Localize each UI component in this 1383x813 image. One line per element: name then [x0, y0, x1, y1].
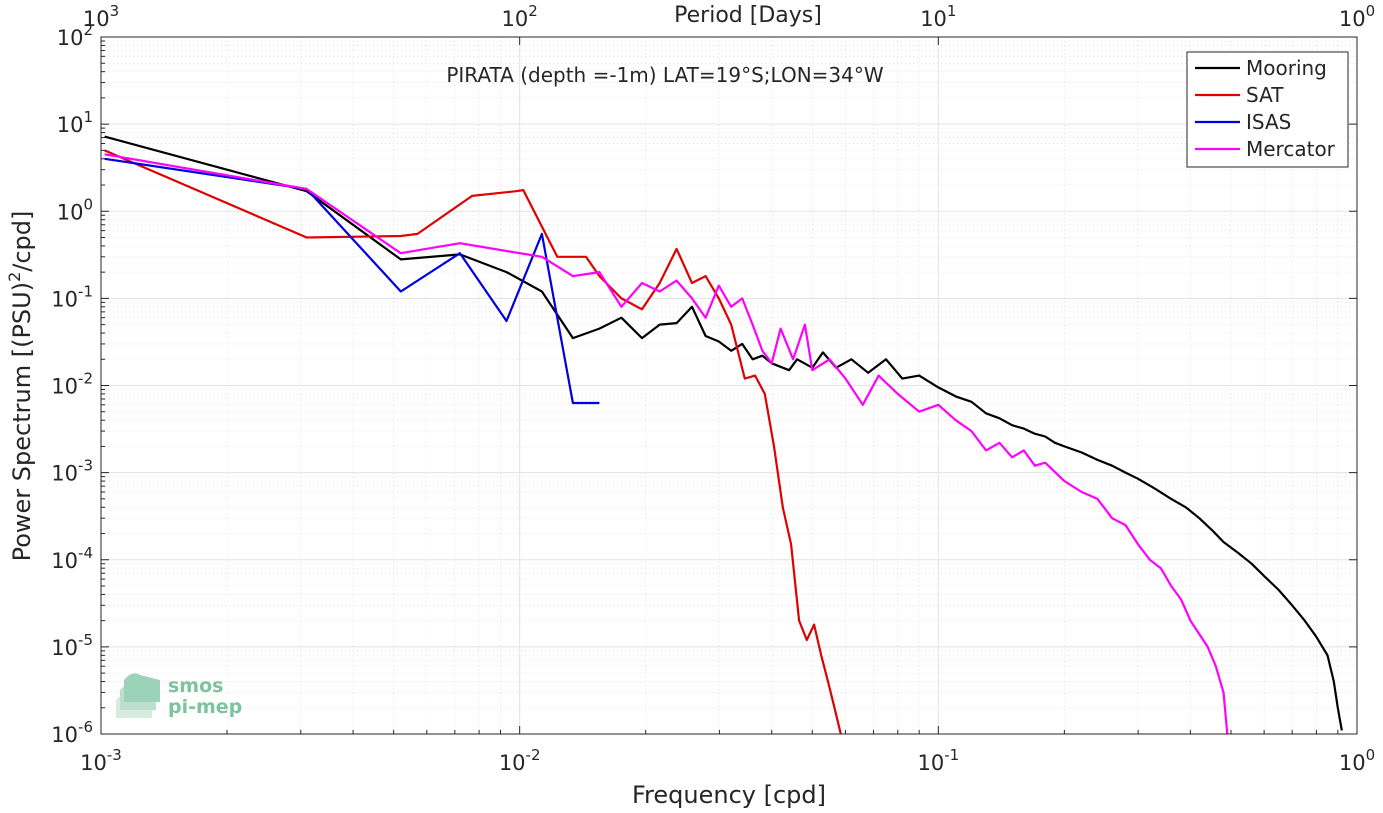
y-axis-label-sup: 2: [5, 272, 24, 282]
y-tick-label-base: 10: [51, 549, 78, 573]
top-tick-label: 101: [920, 2, 956, 31]
x-tick-label: 10-2: [499, 746, 541, 775]
x-tick-label-exp: -1: [944, 746, 959, 764]
legend-items: Mooring SAT ISAS Mercator: [1195, 56, 1336, 161]
y-tick-label-exp: -4: [78, 544, 93, 562]
legend-box: [1186, 51, 1349, 168]
top-tick-label-base: 10: [920, 7, 947, 31]
y-axis-label: Power Spectrum [(PSU)2/cpd]: [5, 211, 36, 562]
chart-title: PIRATA (depth =-1m) LAT=19°S;LON=34°W: [446, 63, 884, 87]
series-line-mercator: [104, 153, 1229, 735]
legend-label-isas: ISAS: [1246, 110, 1291, 134]
ticks-layer: [100, 36, 1358, 735]
y-tick-label-base: 10: [51, 636, 78, 660]
y-axis-label-main: Power Spectrum [(PSU): [8, 282, 36, 561]
y-tick-label-exp: -2: [78, 370, 93, 388]
x-tick-label-base: 10: [917, 751, 944, 775]
x-tick-label: 10-3: [80, 746, 122, 775]
series-layer: [104, 135, 1343, 735]
y-tick-label-exp: 1: [83, 108, 93, 126]
top-axis-label: Period [Days]: [674, 3, 822, 28]
y-tick-label: 10-5: [51, 631, 93, 660]
x-axis-label: Frequency [cpd]: [632, 781, 826, 809]
top-tick-label-exp: 3: [110, 2, 120, 20]
logo-waves-icon: [116, 673, 160, 718]
series-line-sat: [104, 149, 842, 735]
y-tick-label-base: 10: [51, 462, 78, 486]
x-tick-label-exp: -2: [526, 746, 541, 764]
y-tick-label-base: 10: [51, 375, 78, 399]
legend: Mooring SAT ISAS Mercator: [1186, 51, 1349, 168]
top-tick-label-exp: 1: [947, 2, 957, 20]
y-axis-label-end: /cpd]: [8, 211, 36, 272]
y-tick-label: 10-2: [51, 370, 93, 399]
y-tick-label: 10-4: [51, 544, 93, 573]
logo-line2: pi-mep: [168, 696, 242, 718]
top-tick-label-base: 10: [1339, 7, 1366, 31]
x-tick-label-base: 10: [1339, 751, 1366, 775]
y-tick-label: 10-1: [51, 282, 93, 311]
x-tick-label-base: 10: [80, 751, 107, 775]
legend-label-mooring: Mooring: [1246, 56, 1327, 80]
y-tick-label-exp: 2: [83, 21, 93, 39]
y-tick-label-base: 10: [51, 287, 78, 311]
y-tick-label: 102: [57, 21, 93, 50]
y-tick-label: 101: [57, 108, 93, 137]
top-tick-label-base: 10: [83, 7, 110, 31]
y-tick-label-base: 10: [51, 723, 78, 747]
y-tick-label-base: 10: [57, 26, 84, 50]
series-line-isas: [104, 157, 600, 405]
x-tick-label-exp: 0: [1366, 746, 1376, 764]
x-tick-label: 100: [1339, 746, 1375, 775]
x-tick-label: 10-1: [917, 746, 959, 775]
y-tick-label-base: 10: [57, 113, 84, 137]
top-tick-label: 102: [502, 2, 538, 31]
top-tick-label-exp: 0: [1366, 2, 1376, 20]
y-tick-label-exp: -5: [78, 631, 93, 649]
x-tick-label-base: 10: [499, 751, 526, 775]
x-tick-label-exp: -3: [107, 746, 122, 764]
y-tick-label-base: 10: [57, 200, 84, 224]
y-tick-label: 100: [57, 195, 93, 224]
y-tick-label-exp: -1: [78, 282, 93, 300]
y-tick-label-exp: 0: [83, 195, 93, 213]
y-tick-label-exp: -3: [78, 457, 93, 475]
top-tick-label-exp: 2: [528, 2, 538, 20]
y-tick-label-exp: -6: [78, 718, 93, 736]
logo-line1: smos: [168, 675, 223, 697]
legend-label-mercator: Mercator: [1246, 137, 1336, 161]
legend-label-sat: SAT: [1246, 83, 1284, 107]
y-tick-label: 10-6: [51, 718, 93, 747]
top-tick-label-base: 10: [502, 7, 529, 31]
series-line-mooring: [104, 135, 1343, 731]
smos-pi-mep-logo: smos pi-mep: [116, 673, 242, 718]
top-tick-label: 103: [83, 2, 119, 31]
y-tick-label: 10-3: [51, 457, 93, 486]
top-tick-label: 100: [1339, 2, 1375, 31]
